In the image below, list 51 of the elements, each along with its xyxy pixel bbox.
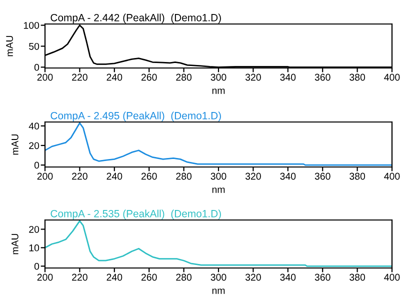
x-tick-label: 260: [141, 172, 157, 180]
x-tick-label: 360: [314, 274, 330, 281]
x-tick-label: 240: [106, 172, 122, 180]
x-tick-label: 380: [350, 274, 366, 281]
x-tick-label: 340: [280, 274, 296, 281]
x-tick-label: 300: [210, 74, 226, 81]
chart-title: CompA - 2.495 (PeakAll) (Demo1.D): [50, 112, 221, 122]
y-axis-title: mAU: [12, 134, 18, 155]
x-tick-label: 320: [245, 74, 261, 81]
x-tick-label: 380: [350, 74, 366, 81]
x-tick-label: 400: [384, 172, 400, 180]
x-tick-label: 240: [106, 274, 122, 281]
x-tick-label: 400: [384, 274, 400, 281]
x-tick-label: 200: [37, 74, 53, 81]
y-axis-title: mAU: [12, 234, 18, 254]
y-tick-label: 20: [29, 226, 40, 233]
y-tick-label: 40: [28, 122, 40, 130]
chart-title: CompA - 2.442 (PeakAll) (Demo1.D): [50, 14, 221, 24]
y-tick-label: 50: [29, 42, 40, 50]
x-tick-label: 260: [141, 274, 157, 281]
x-tick-label: 260: [141, 74, 157, 81]
x-tick-label: 240: [106, 74, 122, 81]
x-tick-label: 300: [210, 172, 226, 180]
x-tick-label: 320: [245, 274, 261, 281]
y-tick-label: 0: [34, 64, 40, 71]
x-tick-label: 280: [176, 172, 192, 180]
x-axis-title: nm: [212, 288, 225, 294]
y-tick-label: 100: [24, 22, 40, 29]
y-tick-label: 0: [34, 162, 40, 169]
x-axis-title: nm: [212, 88, 225, 94]
x-tick-label: 220: [72, 274, 88, 281]
x-tick-label: 340: [280, 172, 296, 180]
y-tick-label: 0: [34, 262, 40, 270]
x-tick-label: 200: [37, 172, 53, 180]
chart-title: CompA - 2.535 (PeakAll) (Demo1.D): [50, 210, 221, 220]
x-axis-title: nm: [212, 188, 225, 193]
x-tick-label: 220: [72, 172, 88, 180]
x-tick-label: 360: [314, 74, 330, 81]
x-tick-label: 280: [176, 74, 192, 81]
x-tick-label: 400: [384, 74, 400, 81]
y-tick-label: 10: [29, 244, 40, 252]
x-tick-label: 300: [210, 274, 226, 281]
y-tick-label: 20: [29, 142, 40, 150]
y-axis-title: mAU: [6, 36, 13, 56]
x-tick-label: 320: [245, 172, 261, 180]
x-tick-label: 380: [350, 172, 366, 180]
x-tick-label: 340: [280, 74, 296, 81]
x-tick-label: 200: [37, 274, 53, 281]
x-tick-label: 220: [72, 74, 88, 81]
x-tick-label: 280: [176, 274, 192, 281]
x-tick-label: 360: [314, 172, 330, 180]
